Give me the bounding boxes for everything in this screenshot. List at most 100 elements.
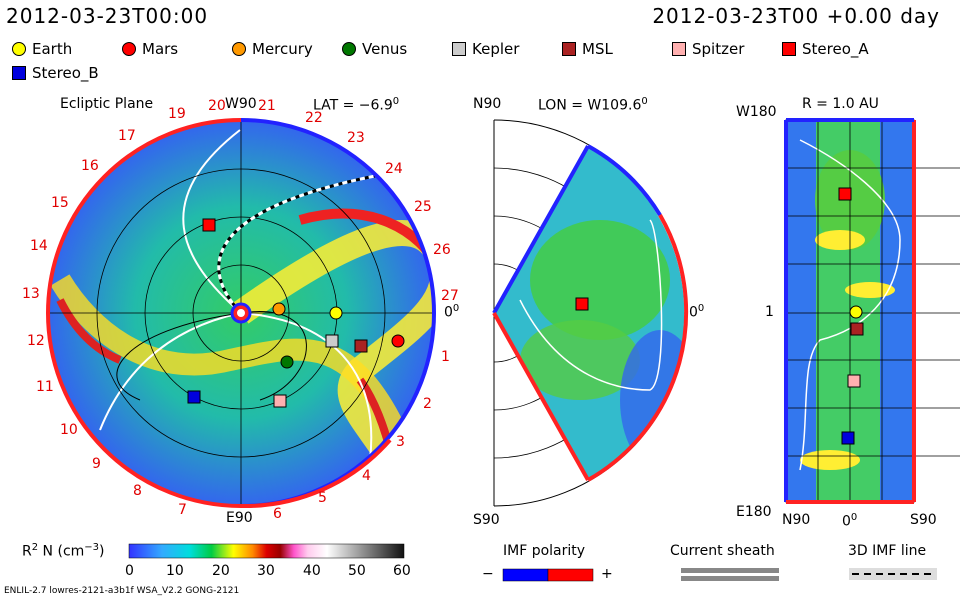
imf-positive-swatch [547, 568, 594, 582]
imf3d-title: 3D IMF line [848, 543, 927, 559]
legend-item-stereo-b: Stereo_B [12, 64, 99, 82]
panel3-x-right: S90 [910, 512, 937, 528]
colorbar-tick: 30 [257, 563, 275, 579]
panel1-top-label: W90 [225, 96, 257, 112]
legend-item-mars: Mars [122, 40, 178, 58]
panel2-bottom-label: S90 [473, 512, 500, 528]
stereo-a-marker [838, 187, 852, 201]
rotation-number: 23 [347, 130, 365, 146]
stereo-a-marker [202, 218, 216, 232]
rotation-number: 26 [433, 242, 451, 258]
rotation-number: 6 [273, 506, 282, 522]
rotation-number: 5 [318, 490, 327, 506]
earth-marker-icon [12, 42, 26, 56]
r1au-panel [784, 118, 960, 504]
rotation-number: 25 [414, 199, 432, 215]
mercury-marker [272, 302, 286, 316]
lat-degree: 0 [392, 96, 400, 107]
colorbar-tick: 20 [212, 563, 230, 579]
rotation-number: 8 [133, 483, 142, 499]
spitzer-marker [273, 394, 287, 408]
rotation-number: 22 [305, 110, 323, 126]
panel1-right-label: 00 [444, 303, 459, 321]
rotation-number: 14 [30, 238, 48, 254]
rotation-number: 17 [118, 128, 136, 144]
right-label-degree: 0 [697, 303, 705, 314]
legend-item-earth: Earth [12, 40, 72, 58]
rotation-number: 15 [51, 195, 69, 211]
venus-marker [280, 355, 294, 369]
legend-label: Venus [362, 40, 408, 58]
panel3-x-mid: 00 [842, 512, 857, 530]
colorbar-tick: 50 [348, 563, 366, 579]
right-label-degree: 0 [452, 303, 460, 314]
rotation-number: 20 [208, 98, 226, 114]
legend-item-msl: MSL [562, 40, 613, 58]
current-sheath-swatch [681, 568, 779, 573]
panel2-right-label: 00 [689, 303, 704, 321]
legend-label: Mercury [252, 40, 313, 58]
legend-label: Spitzer [692, 40, 745, 58]
stereo-b-marker-icon [12, 66, 26, 80]
kepler-marker [325, 334, 339, 348]
rotation-number: 27 [441, 288, 459, 304]
rotation-number: 4 [362, 468, 371, 484]
colorbar-tick: 10 [166, 563, 184, 579]
r1au-title: R = 1.0 AU [802, 96, 879, 112]
legend-item-venus: Venus [342, 40, 407, 58]
rotation-number: 11 [36, 379, 54, 395]
lon-degree: 0 [641, 96, 648, 107]
colorbar-label-rest: N (cm [38, 543, 85, 560]
mars-marker-icon [122, 42, 136, 56]
rotation-number: 12 [27, 333, 45, 349]
rotation-number: 19 [168, 106, 186, 122]
stereo-a-marker-icon [782, 42, 796, 56]
rotation-number: 3 [396, 434, 405, 450]
legend-label: Mars [142, 40, 179, 58]
header-right-time: 2012-03-23T00 +0.00 day [652, 4, 940, 28]
venus-marker-icon [342, 42, 356, 56]
lon-value: LON = W109.6 [538, 97, 642, 114]
legend-label: Stereo_B [32, 64, 99, 82]
rotation-number: 1 [441, 349, 450, 365]
rotation-number: 16 [81, 158, 99, 174]
mars-marker [391, 334, 405, 348]
msl-marker [850, 322, 864, 336]
colorbar-tick: 0 [125, 563, 134, 579]
legend-label: Kepler [472, 40, 520, 58]
colorbar-label-r: R [22, 543, 32, 560]
lat-value: LAT = −6.9 [313, 97, 393, 114]
imf-polarity-title: IMF polarity [503, 543, 586, 559]
ecliptic-plane-panel [46, 118, 436, 509]
legend-item-kepler: Kepler [452, 40, 519, 58]
stereo-b-marker [841, 431, 855, 445]
lon-readout: LON = W109.60 [538, 96, 648, 114]
legend-label: Earth [32, 40, 73, 58]
earth-marker [329, 306, 343, 320]
right-label-value: 0 [444, 304, 453, 321]
colorbar-label-sup2: −3 [84, 542, 100, 553]
meridional-panel [492, 119, 689, 507]
rotation-number: 21 [258, 98, 276, 114]
stereo-a-marker [575, 297, 589, 311]
footer-model-info: ENLIL-2.7 lowres-2121-a3b1f WSA_V2.2 GON… [4, 586, 240, 596]
colorbar-tick: 40 [303, 563, 321, 579]
mercury-marker-icon [232, 42, 246, 56]
rotation-number: 24 [385, 161, 403, 177]
imf-minus-label: − [482, 566, 494, 582]
x-mid-degree: 0 [850, 512, 858, 523]
right-label-value: 0 [689, 304, 698, 321]
rotation-number: 2 [423, 396, 432, 412]
current-sheath-title: Current sheath [670, 543, 775, 559]
panel3-top-label: W180 [736, 104, 777, 120]
rotation-number: 9 [92, 456, 101, 472]
colorbar-label: R2 N (cm−3) [22, 542, 105, 560]
rotation-number: 7 [178, 502, 187, 518]
ecliptic-plane-title: Ecliptic Plane [60, 96, 154, 112]
legend-label: Stereo_A [802, 40, 869, 58]
legend-item-stereo-a: Stereo_A [782, 40, 869, 58]
panel1-bottom-label: E90 [226, 510, 253, 526]
density-colorbar [128, 543, 405, 559]
earth-marker [849, 305, 863, 319]
